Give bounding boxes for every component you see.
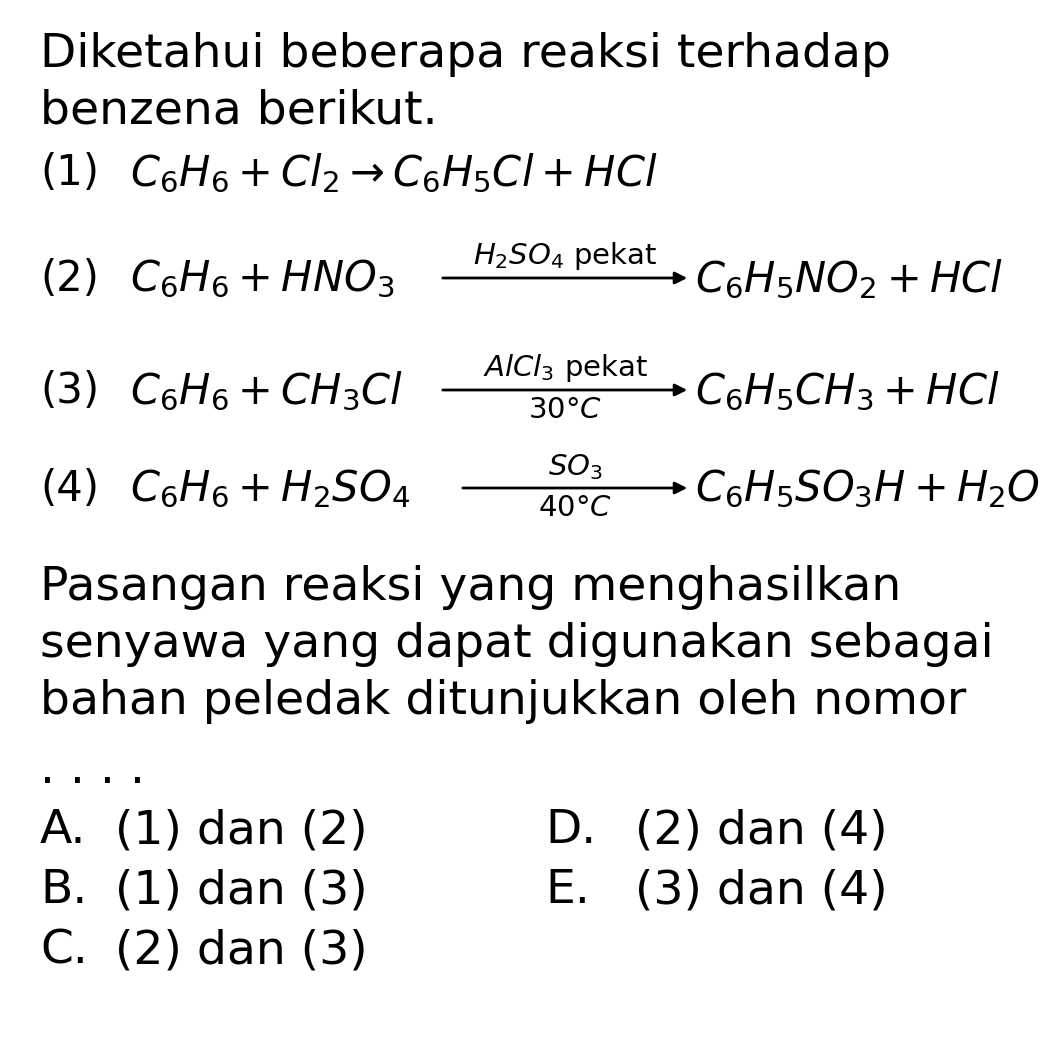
Text: . . . .: . . . . [40, 748, 145, 793]
Text: $C_6H_6 + HNO_3$: $C_6H_6 + HNO_3$ [130, 257, 394, 300]
Text: B.: B. [40, 868, 87, 913]
Text: (2): (2) [40, 257, 99, 300]
Text: (4): (4) [40, 468, 99, 510]
Text: $30°C$: $30°C$ [528, 396, 602, 423]
Text: Pasangan reaksi yang menghasilkan: Pasangan reaksi yang menghasilkan [40, 565, 902, 610]
Text: $AlCl_3$ pekat: $AlCl_3$ pekat [483, 352, 648, 384]
Text: A.: A. [40, 808, 86, 853]
Text: $C_6H_5SO_3H + H_2O$: $C_6H_5SO_3H + H_2O$ [695, 468, 1040, 511]
Text: $C_6H_6 + Cl_2 \rightarrow C_6H_5Cl + HCl$: $C_6H_6 + Cl_2 \rightarrow C_6H_5Cl + HC… [130, 152, 657, 195]
Text: C.: C. [40, 928, 87, 972]
Text: (3): (3) [40, 370, 99, 412]
Text: $SO_3$: $SO_3$ [548, 452, 602, 482]
Text: E.: E. [545, 868, 590, 913]
Text: $C_6H_6 + CH_3Cl$: $C_6H_6 + CH_3Cl$ [130, 370, 404, 413]
Text: benzena berikut.: benzena berikut. [40, 88, 438, 133]
Text: $C_6H_5CH_3 + HCl$: $C_6H_5CH_3 + HCl$ [695, 370, 999, 413]
Text: (3) dan (4): (3) dan (4) [635, 868, 887, 913]
Text: Diketahui beberapa reaksi terhadap: Diketahui beberapa reaksi terhadap [40, 32, 891, 77]
Text: (1): (1) [40, 152, 99, 194]
Text: $H_2SO_4$ pekat: $H_2SO_4$ pekat [473, 240, 657, 272]
Text: senyawa yang dapat digunakan sebagai: senyawa yang dapat digunakan sebagai [40, 622, 993, 667]
Text: (1) dan (2): (1) dan (2) [115, 808, 367, 853]
Text: bahan peledak ditunjukkan oleh nomor: bahan peledak ditunjukkan oleh nomor [40, 679, 966, 724]
Text: $40°C$: $40°C$ [538, 494, 612, 522]
Text: (2) dan (4): (2) dan (4) [635, 808, 887, 853]
Text: $C_6H_5NO_2 + HCl$: $C_6H_5NO_2 + HCl$ [695, 257, 1004, 301]
Text: (1) dan (3): (1) dan (3) [115, 868, 367, 913]
Text: D.: D. [545, 808, 596, 853]
Text: $C_6H_6 + H_2SO_4$: $C_6H_6 + H_2SO_4$ [130, 468, 410, 511]
Text: (2) dan (3): (2) dan (3) [115, 928, 367, 972]
